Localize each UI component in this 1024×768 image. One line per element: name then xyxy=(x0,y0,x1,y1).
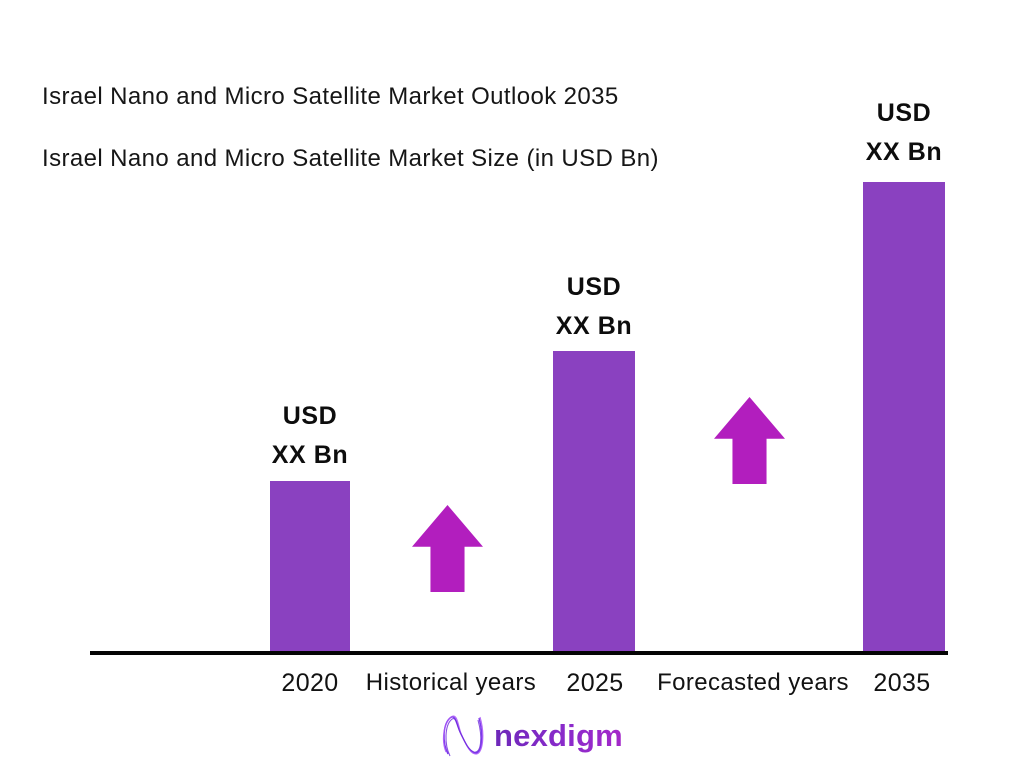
x-axis-line xyxy=(90,651,948,655)
growth-up-arrow-icon xyxy=(412,505,483,592)
bar-2025 xyxy=(553,351,635,652)
bar-value-label-2025: USD XX Bn xyxy=(514,268,674,346)
bar-value-line1: USD xyxy=(566,273,622,301)
bar-value-label-2035: USD XX Bn xyxy=(824,94,984,172)
nexdigm-logo-icon xyxy=(442,715,484,757)
growth-up-arrow-icon xyxy=(714,397,785,484)
nexdigm-logo-text: nexdigm xyxy=(494,712,623,760)
x-axis-label-historical-years: Historical years xyxy=(365,669,537,696)
bar-value-line2: XX Bn xyxy=(555,312,633,340)
x-axis-label-2025: 2025 xyxy=(566,669,624,697)
bar-value-line1: USD xyxy=(282,402,338,430)
bar-value-label-2020: USD XX Bn xyxy=(230,397,390,475)
nexdigm-logo: nexdigm xyxy=(442,712,623,760)
page-title: Israel Nano and Micro Satellite Market O… xyxy=(42,83,619,110)
page-subtitle: Israel Nano and Micro Satellite Market S… xyxy=(42,145,659,172)
x-axis-label-2020: 2020 xyxy=(281,669,339,697)
x-axis-label-forecasted-years: Forecasted years xyxy=(657,669,849,696)
bar-2020 xyxy=(270,481,350,652)
bar-value-line2: XX Bn xyxy=(271,441,349,469)
bar-2035 xyxy=(863,182,945,652)
x-axis-label-2035: 2035 xyxy=(873,669,931,697)
bar-value-line2: XX Bn xyxy=(865,138,943,166)
bar-value-line1: USD xyxy=(876,99,932,127)
